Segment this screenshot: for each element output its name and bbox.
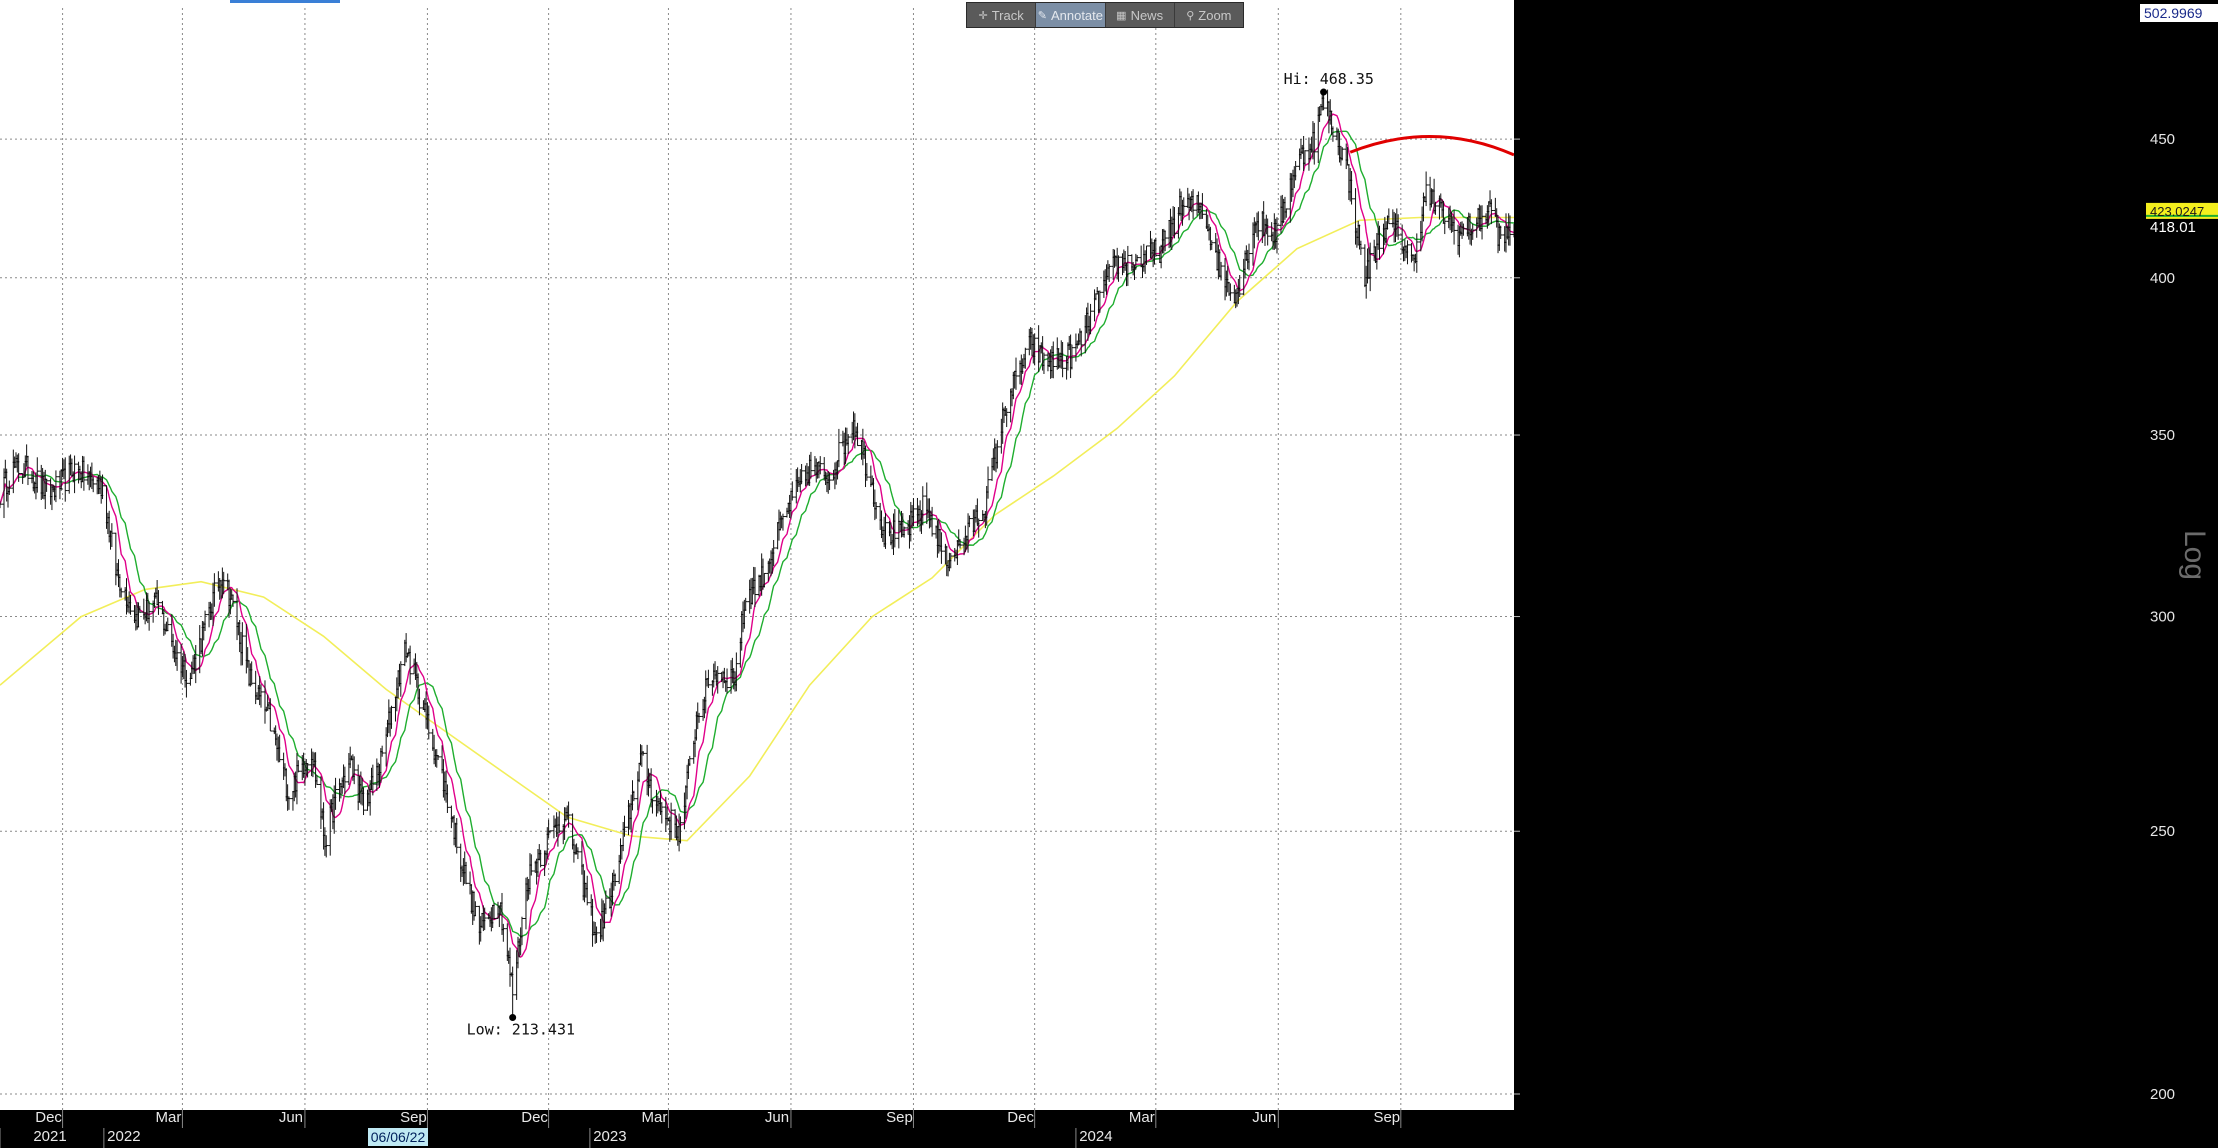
crosshair-icon: ✛ <box>978 9 988 22</box>
moving-average-fast <box>0 113 1515 958</box>
month-tick-label: Mar <box>642 1109 668 1126</box>
grid <box>0 8 1514 1110</box>
x-axis-panel <box>0 1110 1514 1148</box>
annotate-button[interactable]: ✎ Annotate <box>1036 3 1106 27</box>
low-marker <box>509 1013 517 1021</box>
magnifier-icon: ⚲ <box>1186 9 1195 22</box>
hi-marker <box>1320 88 1328 96</box>
pencil-icon: ✎ <box>1037 9 1047 22</box>
year-tick-label: 2024 <box>1079 1128 1112 1145</box>
y-axis-panel <box>1514 0 2218 1148</box>
axis-top-box <box>2140 4 2218 22</box>
month-tick-label: Dec <box>35 1109 62 1126</box>
zoom-button[interactable]: ⚲ Zoom <box>1175 3 1243 27</box>
year-tick-label: 2021 <box>33 1128 66 1145</box>
month-tick-label: Jun <box>279 1109 303 1126</box>
y-tick-label: 350 <box>2150 427 2175 444</box>
month-tick-label: Dec <box>521 1109 548 1126</box>
moving-averages <box>0 113 1515 958</box>
month-tick-label: Sep <box>886 1109 913 1126</box>
highlight-date-box <box>368 1128 428 1146</box>
month-tick-label: Dec <box>1007 1109 1034 1126</box>
annotations[interactable]: Hi: 468.35 Low: 213.431 <box>467 70 1515 1038</box>
annotate-label: Annotate <box>1050 7 1103 23</box>
month-tick-label: Sep <box>400 1109 427 1126</box>
news-label: News <box>1130 7 1164 23</box>
moving-average-long <box>0 216 1514 842</box>
y-tick-label: 250 <box>2150 823 2175 840</box>
price-bars <box>0 89 1516 1018</box>
track-button[interactable]: ✛ Track <box>967 3 1037 27</box>
year-tick-label: 2022 <box>107 1128 140 1145</box>
highlight-date-label: 06/06/22 <box>371 1129 426 1145</box>
price-tag-label: 423.0247 <box>2150 204 2204 219</box>
top-accent-strip <box>230 0 340 3</box>
year-tick-label: 2023 <box>593 1128 626 1145</box>
month-tick-label: Mar <box>1129 1109 1155 1126</box>
y-tick-label: 200 <box>2150 1086 2175 1103</box>
y-tick-label: 400 <box>2150 270 2175 287</box>
y-tick-label: 300 <box>2150 609 2175 626</box>
moving-average-medium <box>0 130 1515 937</box>
y-tick-label: 450 <box>2150 131 2175 148</box>
hi-label: Hi: 468.35 <box>1284 70 1374 88</box>
track-label: Track <box>991 7 1024 23</box>
month-tick-label: Jun <box>1252 1109 1276 1126</box>
news-button[interactable]: ▦ News <box>1106 3 1175 27</box>
month-tick-label: Sep <box>1373 1109 1400 1126</box>
chart-toolbar: ✛ Track ✎ Annotate ▦ News ⚲ Zoom <box>966 2 1244 28</box>
month-tick-label: Mar <box>156 1109 182 1126</box>
low-label: Low: 213.431 <box>467 1020 575 1038</box>
zoom-label: Zoom <box>1198 7 1232 23</box>
last-price-label: 418.01 <box>2150 219 2196 236</box>
scale-label: Log <box>2178 530 2211 580</box>
axis-top-label: 502.9969 <box>2144 5 2203 21</box>
news-icon: ▦ <box>1116 9 1127 22</box>
month-tick-label: Jun <box>765 1109 789 1126</box>
annotation-arc[interactable] <box>1349 134 1515 157</box>
